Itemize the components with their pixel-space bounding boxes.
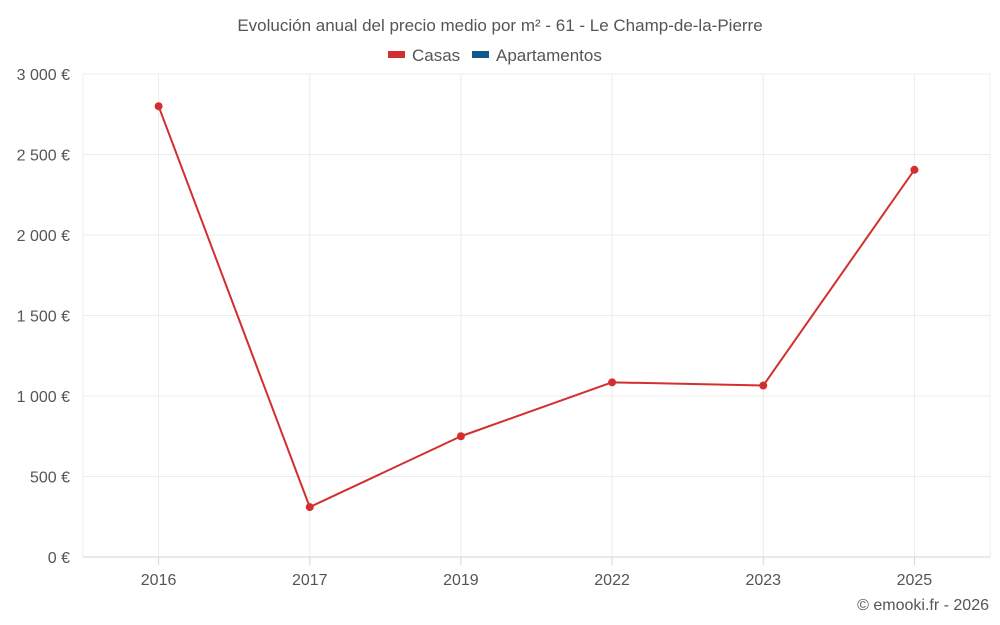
legend-label-casas[interactable]: Casas	[412, 46, 460, 65]
data-point-casas-2022[interactable]	[608, 378, 617, 387]
x-tick-label: 2025	[897, 572, 933, 589]
legend-label-apartamentos[interactable]: Apartamentos	[496, 46, 602, 65]
x-tick-label: 2023	[745, 572, 781, 589]
x-tick-label: 2019	[443, 572, 479, 589]
data-point-casas-2019[interactable]	[456, 432, 465, 441]
y-tick-label: 1 000 €	[17, 389, 70, 406]
legend: Casas Apartamentos	[388, 46, 602, 65]
x-tick-label: 2017	[292, 572, 328, 589]
data-point-casas-2023[interactable]	[759, 381, 768, 390]
x-tick-label: 2016	[141, 572, 177, 589]
credit-text: © emooki.fr - 2026	[857, 597, 989, 614]
legend-swatch-casas	[388, 51, 405, 58]
y-tick-label: 0 €	[48, 550, 70, 567]
series-line-casas	[157, 105, 916, 509]
axes: 0 € 500 € 1 000 € 1 500 € 2 000 € 2 500 € 3 00…	[17, 67, 991, 589]
y-tick-label: 2 500 €	[17, 148, 70, 165]
data-point-casas-2025[interactable]	[910, 165, 919, 174]
chart-title: Evolución anual del precio medio por m² …	[237, 16, 762, 35]
y-tick-label: 1 500 €	[17, 309, 70, 326]
y-tick-label: 3 000 €	[17, 67, 70, 84]
grid	[83, 73, 990, 557]
series-layer	[154, 102, 919, 512]
y-tick-label: 500 €	[30, 470, 70, 487]
legend-swatch-apartamentos	[472, 51, 489, 58]
y-tick-label: 2 000 €	[17, 228, 70, 245]
data-point-casas-2016[interactable]	[154, 102, 163, 111]
x-tick-label: 2022	[594, 572, 630, 589]
data-point-casas-2017[interactable]	[305, 503, 314, 512]
